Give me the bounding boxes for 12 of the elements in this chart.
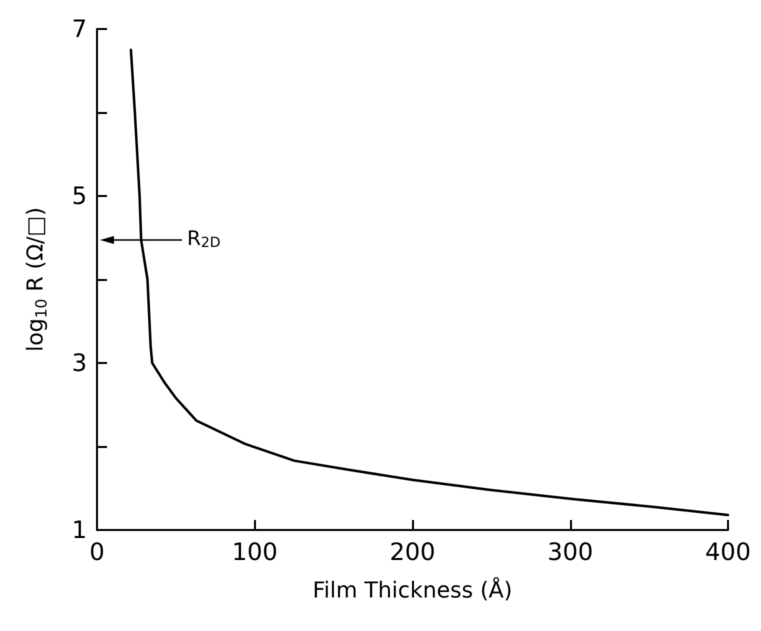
x-tick-label: 200 <box>390 538 436 566</box>
y-tick-label: 3 <box>72 349 87 377</box>
line-series <box>130 48 730 516</box>
x-axis-title: Film Thickness (Å) <box>312 576 512 604</box>
x-tick-label: 100 <box>232 538 278 566</box>
x-tick-label: 300 <box>547 538 594 566</box>
y-axis-title: log10 R (Ω/□) <box>24 207 50 352</box>
x-tick-label: 400 <box>705 538 751 566</box>
y-tick-label: 7 <box>72 15 87 43</box>
y-tick-label: 1 <box>72 516 87 544</box>
y-tick-label: 5 <box>72 182 87 210</box>
x-tick-label: 0 <box>89 538 105 566</box>
